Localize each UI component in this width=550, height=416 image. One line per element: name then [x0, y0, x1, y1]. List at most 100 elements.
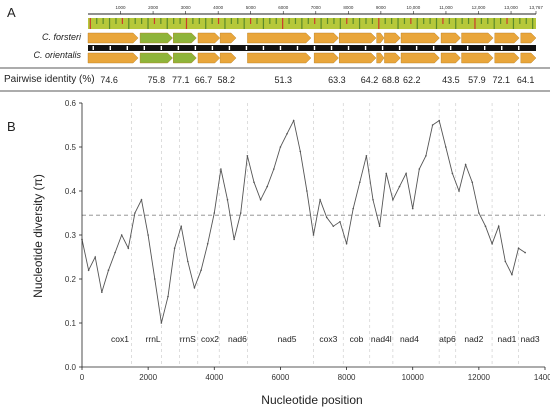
identity-value: 72.1 [493, 75, 511, 85]
alignment-gap [330, 46, 333, 50]
conservation-mark [205, 18, 207, 29]
conservation-mark [461, 18, 463, 24]
conservation-mark [275, 18, 277, 24]
series-point [352, 207, 354, 210]
conservation-mark [410, 18, 412, 24]
conservation-mark [185, 18, 188, 29]
conservation-mark [371, 18, 373, 24]
gene-label: cox2 [201, 334, 219, 344]
gene-arrow [384, 52, 401, 64]
series-point [206, 243, 209, 245]
series-point [425, 155, 427, 157]
conservation-mark [249, 18, 252, 24]
gene-label: nad2 [464, 334, 483, 344]
series-point [107, 269, 110, 272]
gene-label: rrnS [180, 334, 196, 344]
series-point [491, 243, 493, 245]
series-point [306, 190, 308, 192]
conservation-mark [147, 18, 149, 29]
identity-value: 51.3 [274, 75, 292, 85]
identity-value: 62.2 [403, 75, 421, 85]
series-point [517, 247, 520, 249]
gene-arrow [173, 52, 197, 64]
conservation-mark [153, 18, 156, 24]
x-tick-label: 2000 [139, 373, 157, 382]
alignment-gap [398, 46, 401, 50]
conservation-mark [320, 18, 322, 29]
series-point [259, 199, 262, 201]
gene-track-orientalis [87, 52, 537, 64]
y-tick-label: 0.1 [65, 319, 77, 328]
identity-label: Pairwise identity (%) [4, 74, 95, 85]
series-point [339, 221, 341, 223]
series-point [478, 212, 480, 214]
gene-arrow [87, 52, 139, 64]
conservation-mark [333, 18, 335, 24]
y-tick-label: 0.0 [65, 363, 77, 372]
alignment-gap [518, 46, 520, 50]
identity-value: 63.3 [328, 75, 346, 85]
gene-arrow [376, 52, 385, 64]
alignment-gap [381, 46, 384, 50]
gene-arrow [400, 32, 440, 44]
x-tick-label: 4000 [205, 373, 223, 382]
gene-label: nad4 [400, 334, 419, 344]
alignment-gap [194, 46, 197, 50]
gene-arrow [313, 32, 339, 44]
alignment-gap [364, 46, 367, 50]
panel-b-label: B [7, 119, 16, 134]
x-tick-label: 0 [80, 373, 85, 382]
species-label-2: C. orientalis [33, 50, 81, 60]
gene-arrow [376, 32, 385, 44]
gene-arrow [173, 32, 197, 44]
conservation-mark [211, 18, 213, 24]
conservation-mark [346, 18, 348, 24]
diversity-plot: cox1 rrnL rrnS cox2 nad6 nad5 cox3 cob nad4l nad4… [65, 99, 550, 382]
y-tick-label: 0.4 [65, 187, 77, 196]
conservation-mark [115, 18, 117, 24]
ruler-tick-label: 3000 [181, 5, 192, 10]
gene-arrow [520, 52, 537, 64]
panel-a-label: A [7, 5, 16, 20]
x-tick-label: 12000 [468, 373, 491, 382]
series-point [471, 181, 474, 183]
alignment-gaps [92, 46, 520, 50]
gene-arrow [219, 52, 237, 64]
gene-arrow [219, 32, 237, 44]
conservation-mark [102, 18, 104, 24]
series-point [345, 243, 348, 245]
series-point [279, 146, 282, 148]
gene-label: nad5 [278, 334, 297, 344]
gene-label: nad6 [228, 334, 247, 344]
gene-track-forsteri [87, 32, 537, 44]
alignment-gap [347, 46, 350, 50]
gene-label: nad3 [521, 334, 540, 344]
gene-arrow [384, 32, 401, 44]
species-label-1: C. forsteri [42, 32, 82, 42]
series-point [101, 291, 103, 294]
conservation-mark [128, 18, 130, 29]
series-point [134, 212, 136, 214]
x-tick-label: 6000 [272, 373, 290, 382]
series-point [418, 168, 421, 170]
conservation-mark [352, 18, 354, 24]
alignment-gap [449, 46, 452, 50]
conservation-mark [467, 18, 470, 24]
series-point [160, 322, 163, 324]
series-point [332, 225, 335, 227]
conservation-mark [256, 18, 258, 24]
conservation-mark [519, 18, 521, 24]
series-point [504, 260, 507, 263]
identity-value: 43.5 [442, 75, 460, 85]
series-point [200, 269, 202, 272]
conservation-mark [500, 18, 502, 24]
conservation-mark [435, 18, 438, 29]
ruler-tick-label: 13,767 [529, 5, 543, 10]
series-point [464, 163, 467, 166]
ruler-ticks: 1000 2000 3000 4000 5000 6000 7000 8000 9000 10,0… [116, 5, 543, 14]
gene-arrow [440, 52, 461, 64]
alignment-gap [279, 46, 282, 50]
x-tick-label: 8000 [338, 373, 356, 382]
conservation-mark [269, 18, 271, 24]
